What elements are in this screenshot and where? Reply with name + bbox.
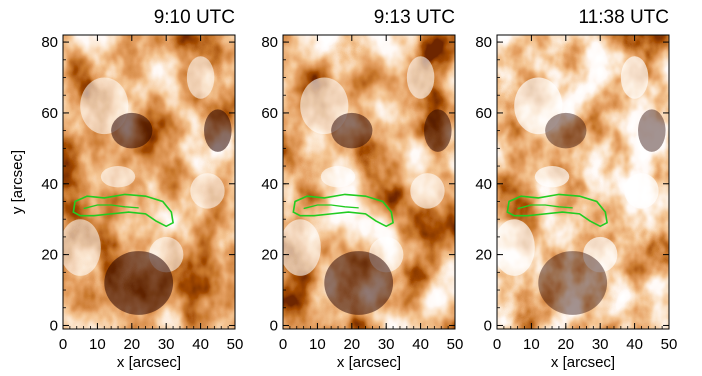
x-axis-label: x [arcsec]: [551, 354, 615, 371]
plot-frame: [282, 34, 456, 330]
bright-patch: [63, 219, 101, 276]
panel-1: 0 10 20 30 40 50 0 20 40 60 80 9:10 UTC x [arcsec] y …: [9, 7, 243, 371]
contour-inner: [517, 204, 573, 210]
y-tick-label: 40: [41, 176, 58, 193]
contour-outline: [72, 193, 174, 228]
solar-image: [63, 35, 235, 329]
x-axis-label: x [arcsec]: [117, 354, 181, 371]
bright-patch: [514, 77, 563, 135]
dark-lane: [331, 112, 373, 149]
x-axis-label: x [arcsec]: [337, 354, 401, 371]
y-tick-label: 20: [261, 247, 278, 264]
x-tick-label: 50: [227, 336, 244, 353]
y-axis-label: y [arcsec]: [9, 150, 26, 214]
y-tick-label: 0: [270, 317, 278, 334]
x-tick-label: 0: [279, 336, 287, 353]
bright-patch: [100, 166, 136, 188]
contour-outline: [292, 193, 394, 228]
dark-lane: [538, 251, 608, 315]
x-tick-label: 20: [343, 336, 360, 353]
y-tick-label: 60: [41, 105, 58, 122]
panel-title: 9:13 UTC: [374, 7, 455, 28]
y-tick-label: 20: [41, 247, 58, 264]
x-tick-label: 10: [89, 336, 106, 353]
x-tick-label: 50: [447, 336, 464, 353]
bright-patch: [410, 173, 445, 209]
y-tick-label: 60: [475, 105, 492, 122]
dark-lane: [104, 251, 174, 315]
plot-frame: [496, 34, 670, 330]
bright-patch: [624, 173, 659, 209]
x-tick-label: 20: [557, 336, 574, 353]
ticks: [282, 35, 456, 329]
solar-image: [497, 35, 669, 329]
y-tick-label: 0: [50, 317, 58, 334]
y-tick-label: 80: [261, 34, 278, 51]
bright-patch: [583, 236, 618, 273]
bright-patch: [534, 166, 570, 188]
y-tick-label: 60: [261, 105, 278, 122]
x-tick-label: 30: [592, 336, 609, 353]
dark-lane: [545, 112, 587, 149]
panel-title: 9:10 UTC: [154, 7, 235, 28]
x-tick-label: 0: [59, 336, 67, 353]
dark-lane: [324, 251, 394, 315]
solar-image: [283, 35, 455, 329]
bright-patch: [186, 56, 215, 99]
bright-patch: [406, 56, 435, 99]
bright-patch: [283, 219, 321, 276]
ticks: [62, 35, 236, 329]
bright-patch: [620, 56, 649, 99]
y-tick-label: 0: [484, 317, 492, 334]
x-tick-label: 40: [412, 336, 429, 353]
contour-inner: [83, 204, 139, 210]
dark-lane: [111, 112, 153, 149]
x-tick-label: 40: [192, 336, 209, 353]
bright-patch: [497, 219, 535, 276]
y-tick-label: 80: [41, 34, 58, 51]
contour-outline: [506, 193, 608, 228]
y-tick-label: 40: [261, 176, 278, 193]
x-tick-label: 50: [661, 336, 678, 353]
x-tick-label: 30: [158, 336, 175, 353]
panel-3: 0 10 20 30 40 50 0 20 40 60 80 11:38 UTC x [arcsec]: [475, 7, 677, 371]
bright-patch: [190, 173, 225, 209]
panel-2: 0 10 20 30 40 50 0 20 40 60 80 9:13 UTC x [arcsec]: [261, 7, 463, 371]
x-tick-label: 10: [523, 336, 540, 353]
x-tick-label: 40: [626, 336, 643, 353]
dark-lane: [204, 109, 232, 152]
x-tick-label: 0: [493, 336, 501, 353]
bright-patch: [320, 166, 356, 188]
dark-lane: [424, 109, 452, 152]
y-tick-label: 80: [475, 34, 492, 51]
x-tick-label: 30: [378, 336, 395, 353]
ticks: [496, 35, 670, 329]
x-tick-label: 10: [309, 336, 326, 353]
contour-inner: [303, 204, 359, 210]
x-tick-label: 20: [123, 336, 140, 353]
panel-title: 11:38 UTC: [579, 7, 669, 28]
y-tick-label: 40: [475, 176, 492, 193]
dark-lane: [638, 109, 666, 152]
plot-frame: [62, 34, 236, 330]
y-tick-label: 20: [475, 247, 492, 264]
